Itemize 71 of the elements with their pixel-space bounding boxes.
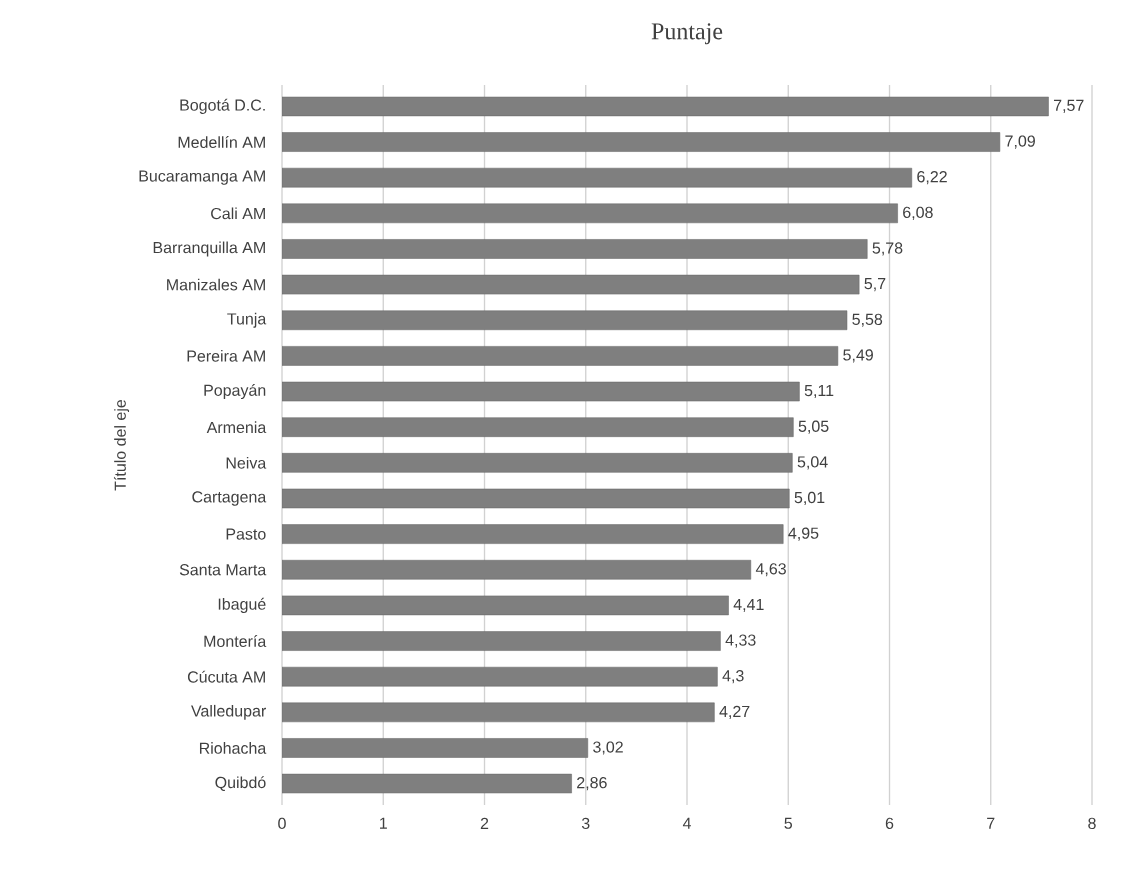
data-label: 2,86 bbox=[577, 777, 607, 791]
bar bbox=[282, 702, 715, 723]
y-tick-label: Armenia bbox=[206, 421, 267, 434]
bar bbox=[282, 488, 790, 509]
data-label: 7,57 bbox=[1053, 99, 1084, 113]
y-tick-label: Riohacha bbox=[199, 742, 267, 754]
bar bbox=[282, 595, 729, 616]
x-tick-label: 7 bbox=[987, 817, 995, 829]
data-label: 6,08 bbox=[903, 206, 933, 220]
data-label: 4,33 bbox=[725, 634, 756, 648]
x-tick-label: 2 bbox=[480, 817, 489, 829]
y-tick-label: Valledupar bbox=[191, 704, 266, 720]
y-tick-label: Pereira AM bbox=[187, 350, 265, 362]
x-tick-label: 3 bbox=[581, 817, 590, 830]
y-tick-label: Santa Marta bbox=[179, 564, 267, 576]
data-label: 4,41 bbox=[733, 598, 764, 612]
bar bbox=[282, 417, 794, 437]
x-tick-label: 6 bbox=[885, 817, 894, 830]
bar bbox=[282, 381, 800, 402]
y-tick-label: Barranquilla AM bbox=[153, 241, 265, 257]
y-tick-label: Pasto bbox=[226, 528, 266, 540]
y-tick-label: Bucaramanga AM bbox=[139, 170, 265, 185]
bar bbox=[282, 239, 868, 259]
data-label: 5,04 bbox=[797, 456, 828, 470]
bar bbox=[282, 310, 848, 331]
bar bbox=[282, 524, 784, 544]
bar bbox=[282, 346, 839, 366]
y-tick-label: Quibdó bbox=[215, 776, 266, 792]
chart-title: Puntaje bbox=[651, 23, 723, 45]
y-tick-label: Cali AM bbox=[211, 207, 265, 220]
bar bbox=[282, 559, 752, 580]
bar bbox=[282, 274, 860, 295]
data-label: 5,05 bbox=[798, 420, 829, 434]
data-label: 4,95 bbox=[788, 527, 819, 541]
bar bbox=[282, 738, 589, 758]
x-tick-label: 5 bbox=[784, 817, 793, 829]
y-tick-label: Neiva bbox=[226, 456, 267, 469]
bar bbox=[282, 167, 913, 188]
data-label: 4,27 bbox=[719, 705, 750, 719]
bar bbox=[282, 96, 1049, 117]
x-tick-label: 0 bbox=[278, 817, 286, 830]
y-tick-label: Tunja bbox=[227, 312, 267, 328]
x-tick-label: 1 bbox=[380, 817, 387, 829]
y-tick-label: Ibagué bbox=[218, 597, 266, 613]
data-label: 4,63 bbox=[755, 563, 786, 577]
bar bbox=[282, 773, 572, 794]
y-tick-label: Bogotá D.C. bbox=[180, 98, 265, 114]
x-tick-label: 8 bbox=[1088, 817, 1096, 830]
data-label: 5,7 bbox=[864, 278, 886, 292]
data-label: 5,58 bbox=[852, 313, 883, 327]
x-tick-label: 4 bbox=[682, 817, 691, 829]
y-tick-label: Medellín AM bbox=[178, 136, 265, 148]
y-axis-title: Título del eje bbox=[113, 399, 130, 491]
bar bbox=[282, 203, 898, 224]
bar bbox=[282, 666, 718, 687]
bar bbox=[282, 631, 721, 651]
y-tick-label: Cartagena bbox=[192, 491, 267, 506]
data-label: 3,02 bbox=[593, 741, 623, 755]
y-tick-label: Manizales AM bbox=[167, 278, 265, 291]
y-tick-label: Montería bbox=[204, 635, 267, 648]
data-label: 5,11 bbox=[804, 385, 834, 399]
data-label: 5,49 bbox=[843, 349, 873, 363]
y-tick-label: Cúcuta AM bbox=[187, 670, 265, 683]
bar bbox=[282, 132, 1001, 152]
y-tick-label: Popayán bbox=[204, 384, 266, 400]
data-label: 4,3 bbox=[722, 670, 744, 684]
data-label: 5,78 bbox=[872, 242, 903, 256]
data-label: 6,22 bbox=[917, 171, 947, 185]
data-label: 5,01 bbox=[794, 491, 825, 506]
bar bbox=[282, 453, 793, 473]
data-label: 7,09 bbox=[1005, 135, 1035, 149]
